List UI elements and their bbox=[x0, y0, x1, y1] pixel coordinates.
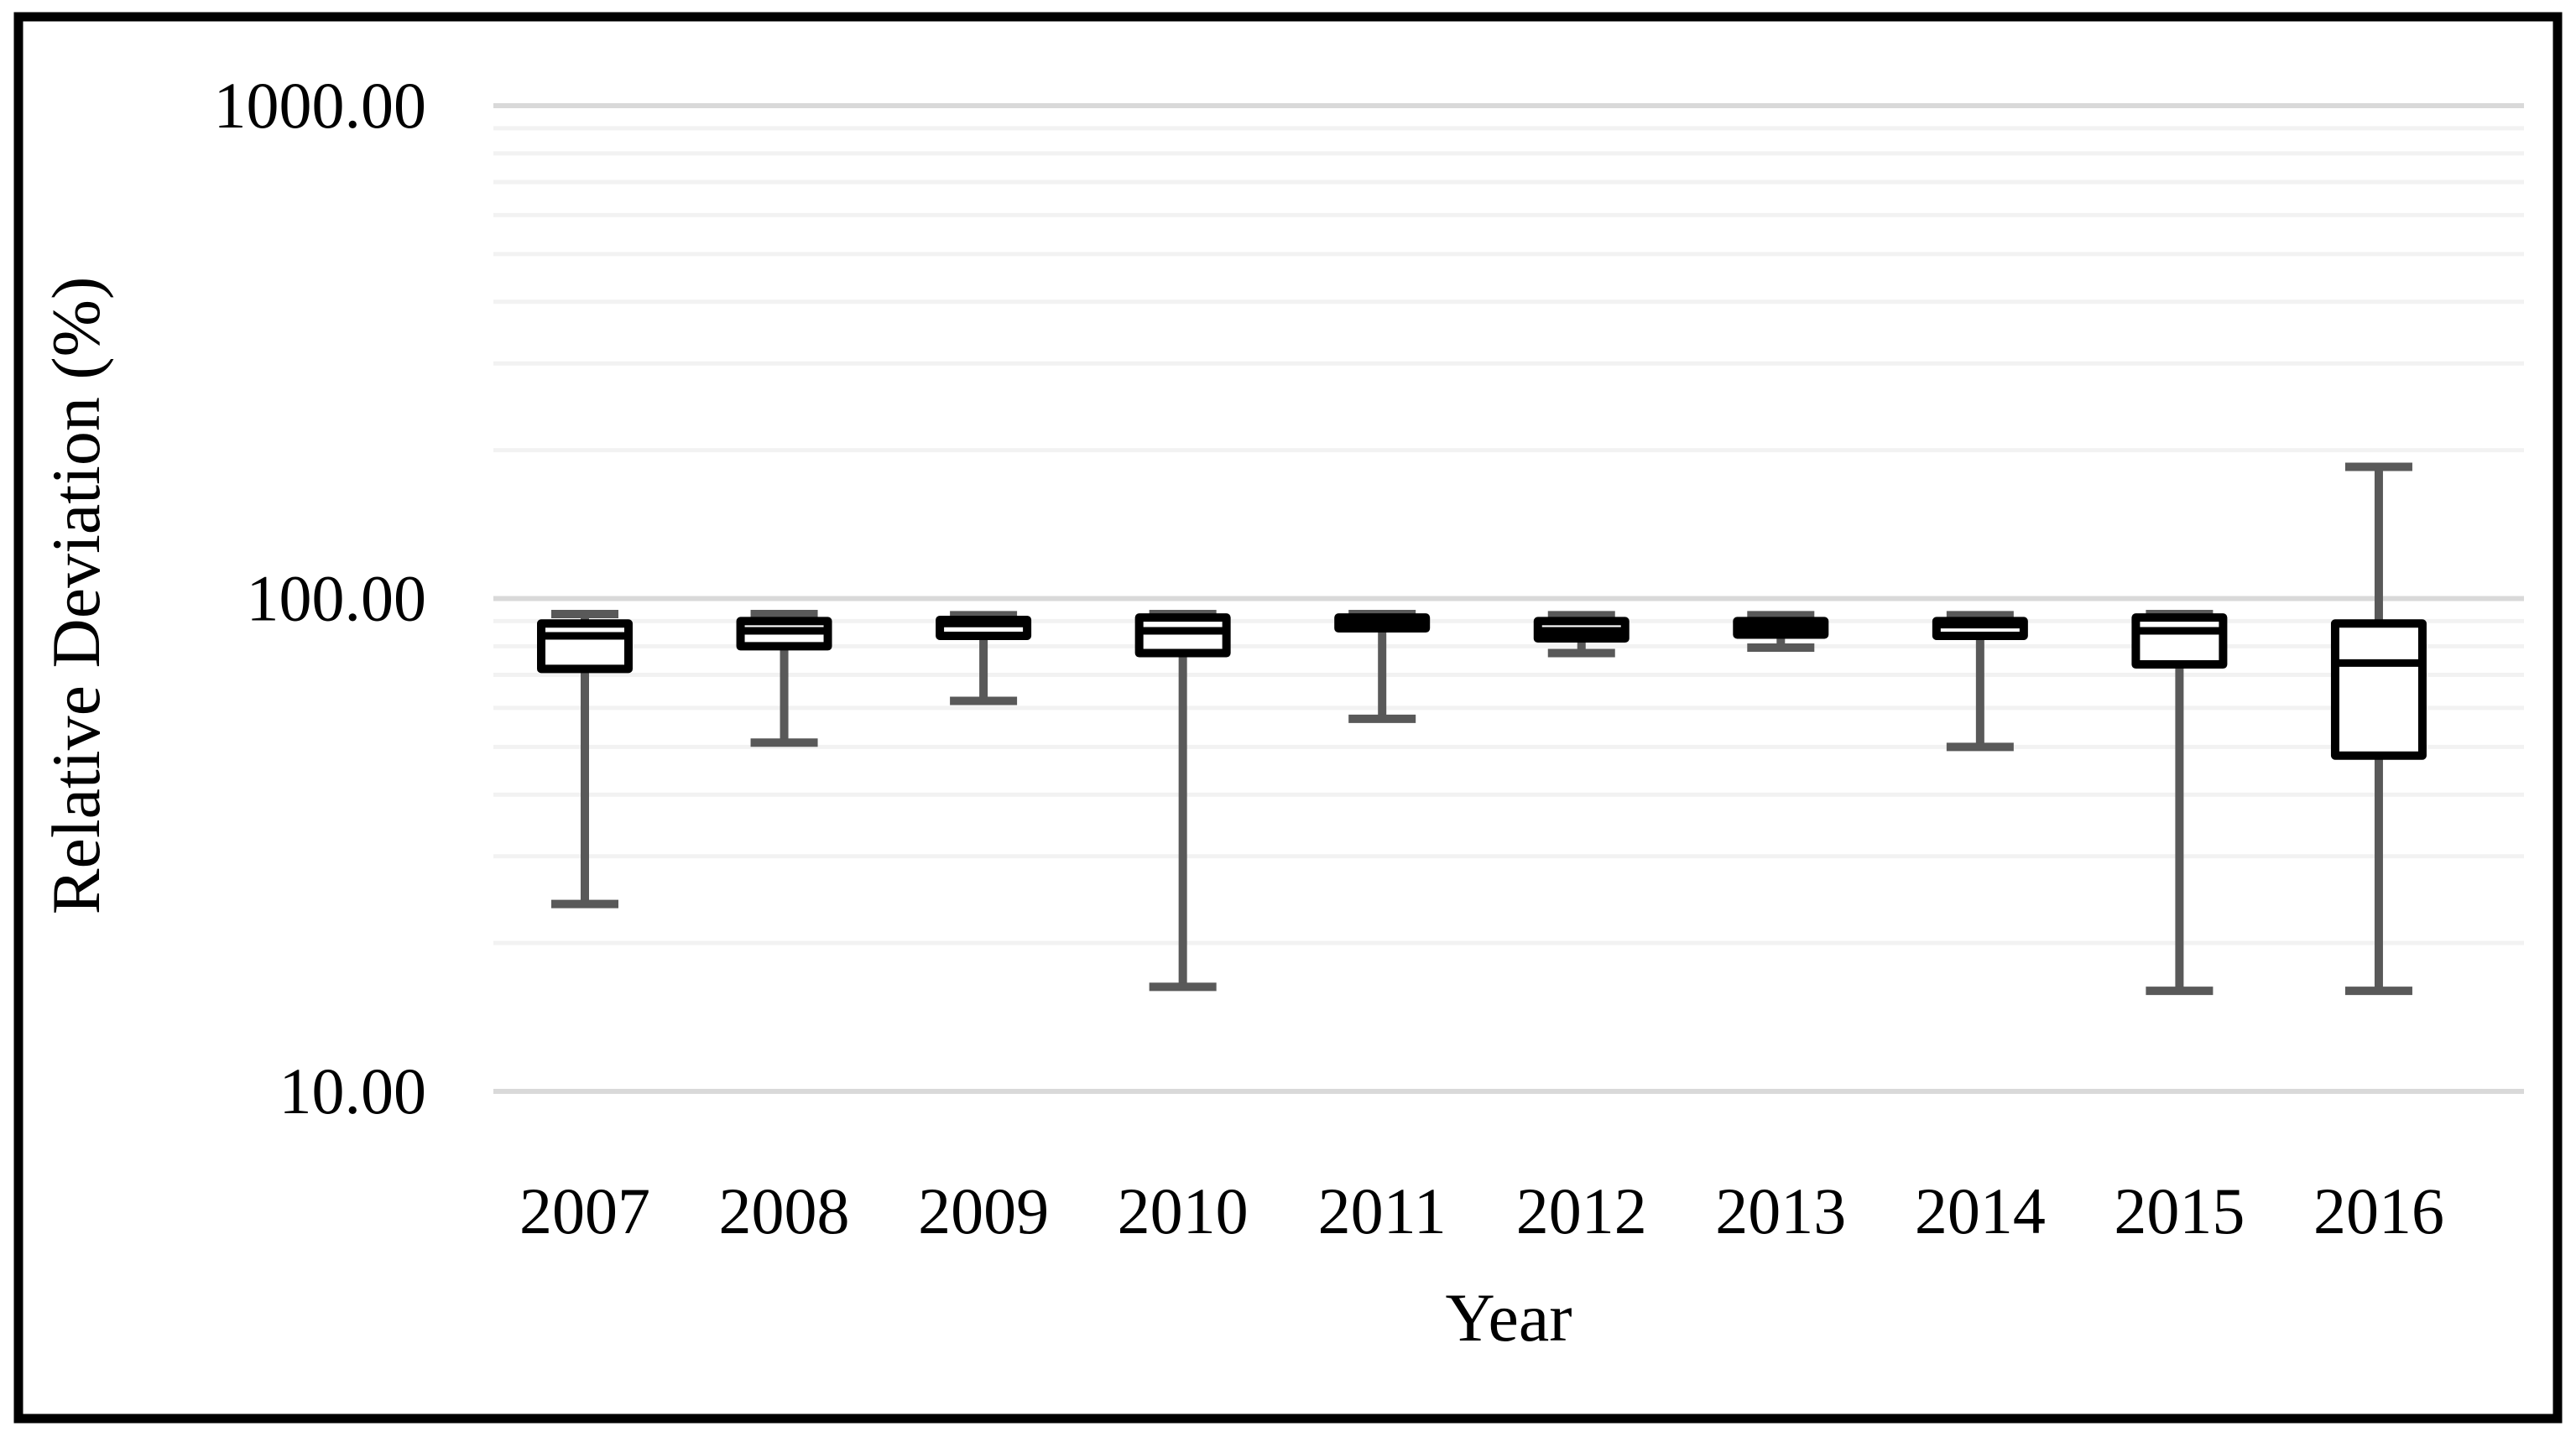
x-tick-label: 2008 bbox=[719, 1174, 850, 1247]
iqr-box bbox=[2131, 613, 2228, 669]
y-axis-title: Relative Deviation (%) bbox=[38, 277, 114, 915]
x-tick-label: 2009 bbox=[918, 1174, 1049, 1247]
box-2015 bbox=[2131, 610, 2228, 996]
box-2008 bbox=[736, 610, 832, 747]
x-axis-title: Year bbox=[1445, 1279, 1572, 1356]
iqr-box bbox=[1134, 613, 1231, 658]
box-2011 bbox=[1334, 610, 1431, 723]
x-axis-tick-labels: 2007 2008 2009 2010 2011 2012 2013 2014 2015 2016 bbox=[519, 1174, 2444, 1247]
box-2009 bbox=[936, 611, 1032, 705]
gridlines bbox=[493, 103, 2524, 1094]
x-tick-label: 2012 bbox=[1516, 1174, 1647, 1247]
y-tick-label: 1000.00 bbox=[214, 69, 427, 142]
x-tick-label: 2015 bbox=[2114, 1174, 2245, 1247]
x-tick-label: 2014 bbox=[1915, 1174, 2046, 1247]
y-axis-tick-labels: 1000.00 100.00 10.00 bbox=[214, 69, 427, 1127]
box-2016 bbox=[2330, 462, 2427, 996]
iqr-box bbox=[2330, 619, 2427, 760]
figure-frame-border bbox=[13, 12, 2563, 1424]
x-tick-label: 2016 bbox=[2313, 1174, 2444, 1247]
x-tick-label: 2007 bbox=[519, 1174, 650, 1247]
y-tick-label: 10.00 bbox=[279, 1054, 427, 1127]
x-tick-label: 2013 bbox=[1715, 1174, 1846, 1247]
y-tick-label: 100.00 bbox=[247, 562, 427, 635]
box-2013 bbox=[1733, 611, 1829, 653]
x-tick-label: 2010 bbox=[1118, 1174, 1249, 1247]
iqr-box bbox=[537, 619, 633, 674]
box-2012 bbox=[1533, 611, 1630, 658]
box-2010 bbox=[1134, 610, 1231, 992]
box-series bbox=[537, 462, 2427, 996]
x-tick-label: 2011 bbox=[1318, 1174, 1447, 1247]
box-2007 bbox=[537, 610, 633, 909]
box-2014 bbox=[1932, 611, 2028, 752]
